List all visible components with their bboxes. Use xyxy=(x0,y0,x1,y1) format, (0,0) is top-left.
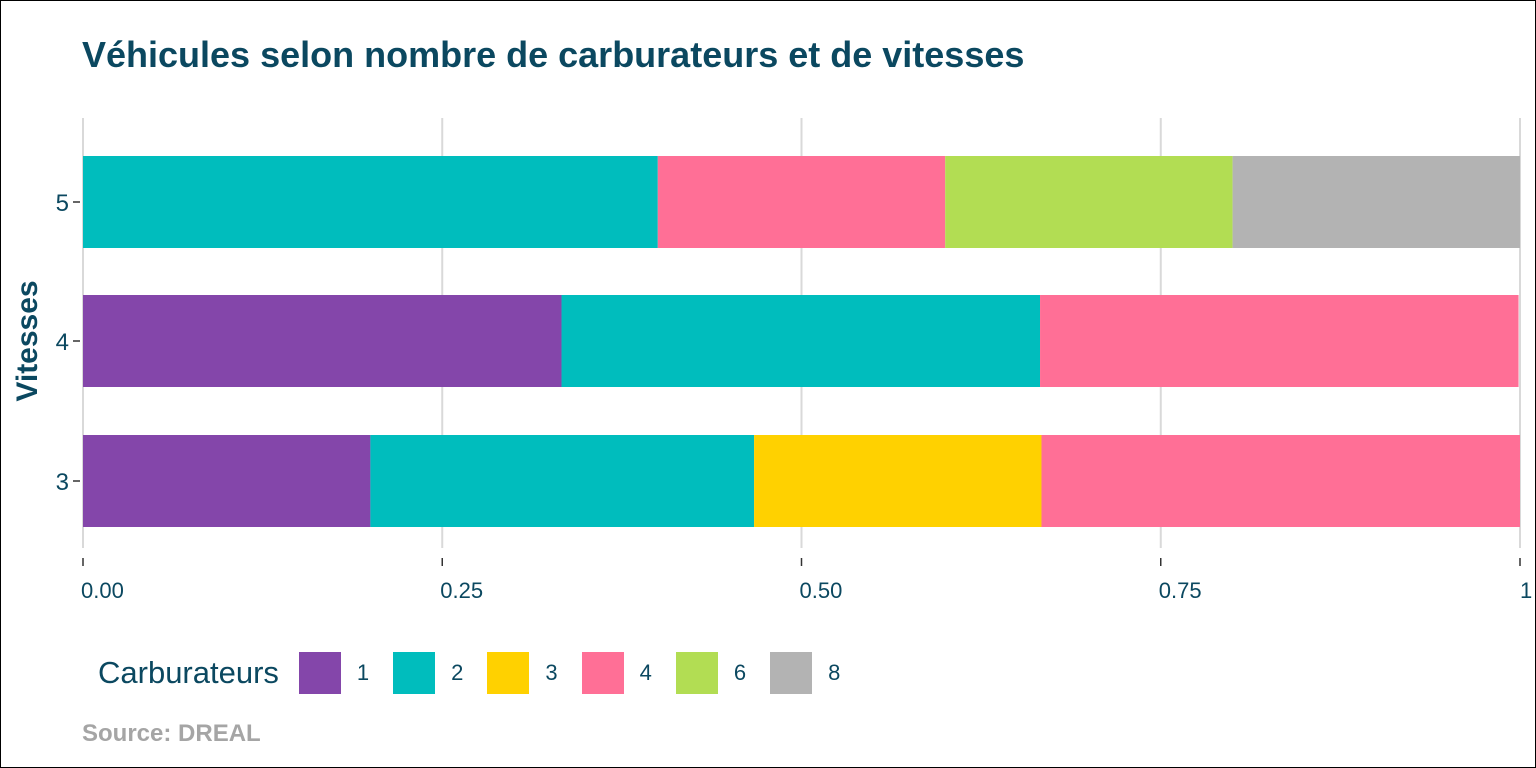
bar-gear-5-carb-2 xyxy=(83,156,658,248)
x-tick-label-2: 0.50 xyxy=(800,578,843,603)
legend-item-6: 6 xyxy=(675,652,747,694)
bar-gear-5-carb-8 xyxy=(1232,156,1520,248)
legend: Carburateurs 1 2 3 4 6 8 xyxy=(98,651,864,695)
legend-swatch-8 xyxy=(770,652,813,694)
legend-label-3: 3 xyxy=(545,660,558,685)
bar-gear-4-carb-1 xyxy=(83,295,562,387)
bar-gear-3-carb-4 xyxy=(1041,435,1520,527)
legend-label-1: 1 xyxy=(356,660,370,685)
bar-gear-5-carb-6 xyxy=(945,156,1233,248)
bar-gear-3-carb-3 xyxy=(754,435,1042,527)
legend-items: 1 2 3 4 6 8 xyxy=(298,652,865,694)
bar-gear-3-carb-1 xyxy=(83,435,371,527)
legend-label-2: 2 xyxy=(451,660,464,685)
source-note: Source: DREAL xyxy=(82,720,261,747)
x-tick-label-4: 1 xyxy=(1520,578,1532,603)
legend-swatch-3 xyxy=(487,652,530,694)
bar-gear-4-carb-2 xyxy=(561,295,1041,387)
bar-gear-5-carb-4 xyxy=(657,156,946,248)
plot-area: 3 4 5 0.00 0.25 0.50 0.75 1 xyxy=(56,118,1533,603)
x-tick-label-0: 0.00 xyxy=(81,578,124,603)
legend-swatch-6 xyxy=(675,652,718,694)
legend-item-8: 8 xyxy=(770,652,840,694)
legend-swatch-2 xyxy=(393,652,436,694)
legend-item-3: 3 xyxy=(487,652,558,694)
legend-label-4: 4 xyxy=(639,660,652,685)
bars-layer xyxy=(83,156,1520,527)
y-tick-label-4: 4 xyxy=(56,329,69,356)
legend-item-2: 2 xyxy=(393,652,463,694)
y-tick-label-3: 3 xyxy=(56,469,69,496)
legend-swatch-4 xyxy=(581,652,624,694)
legend-label-8: 8 xyxy=(828,660,841,685)
ticks-layer: 3 4 5 0.00 0.25 0.50 0.75 1 xyxy=(56,190,1533,603)
legend-item-1: 1 xyxy=(298,652,370,694)
bar-gear-3-carb-2 xyxy=(370,435,755,527)
legend-swatch-1 xyxy=(298,652,341,694)
x-tick-label-1: 0.25 xyxy=(440,578,483,603)
legend-label-6: 6 xyxy=(733,660,747,685)
legend-item-4: 4 xyxy=(581,652,652,694)
chart-title: Véhicules selon nombre de carburateurs e… xyxy=(82,34,1025,75)
x-tick-label-3: 0.75 xyxy=(1159,578,1202,603)
bar-gear-4-carb-4 xyxy=(1040,295,1519,387)
legend-title: Carburateurs xyxy=(98,655,279,690)
y-tick-label-5: 5 xyxy=(56,190,69,217)
